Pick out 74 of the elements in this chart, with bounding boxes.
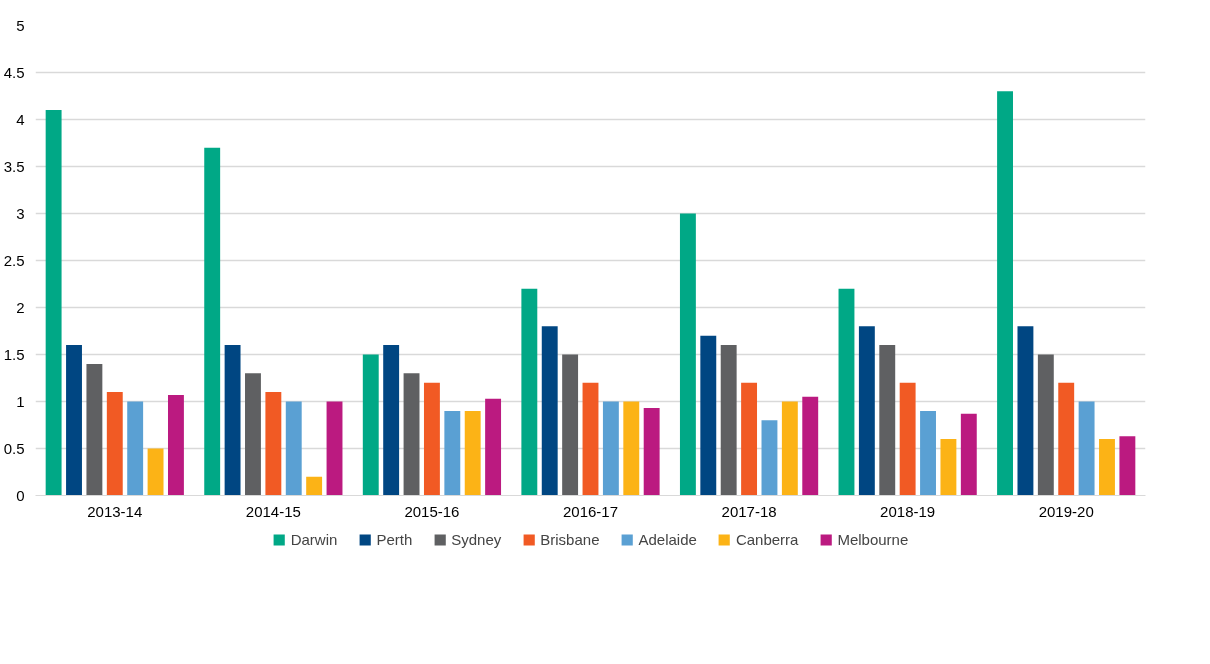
bar xyxy=(86,363,103,496)
x-tick-label: 2015-16 xyxy=(404,502,460,520)
bar xyxy=(858,326,875,496)
bar xyxy=(383,345,400,496)
bar xyxy=(204,147,221,496)
bar xyxy=(66,345,82,496)
bar xyxy=(562,354,579,496)
bar xyxy=(265,392,282,496)
bar xyxy=(920,410,936,496)
y-tick-label: 0 xyxy=(16,486,25,504)
bar xyxy=(802,396,819,496)
legend-label: Adelaide xyxy=(638,530,697,548)
bar xyxy=(403,373,420,496)
bar xyxy=(960,413,977,496)
bar xyxy=(245,373,261,496)
bar xyxy=(444,410,461,496)
bar xyxy=(1119,436,1136,496)
y-tick-label: 5 xyxy=(16,16,25,34)
bar xyxy=(423,382,440,496)
bar xyxy=(899,382,916,496)
bar xyxy=(700,335,717,496)
y-tick-label: 0.5 xyxy=(3,439,25,457)
bar xyxy=(741,382,758,496)
bar xyxy=(464,410,481,496)
bar xyxy=(127,401,144,496)
legend-label: Darwin xyxy=(290,530,338,548)
bar xyxy=(45,110,62,496)
bar xyxy=(485,398,502,496)
x-tick-label: 2014-15 xyxy=(245,502,301,520)
bar xyxy=(582,382,599,496)
y-tick-label: 3.5 xyxy=(3,157,25,175)
legend-label: Melbourne xyxy=(837,530,909,548)
bar xyxy=(541,326,558,496)
bar xyxy=(1037,354,1054,496)
bar xyxy=(720,345,737,496)
y-tick-label: 2.5 xyxy=(3,251,25,269)
legend-label: Perth xyxy=(376,530,413,548)
x-tick-label: 2017-18 xyxy=(721,502,777,520)
bar xyxy=(362,354,379,496)
y-tick-label: 4 xyxy=(16,110,25,128)
bar xyxy=(997,91,1013,496)
y-tick-label: 1.5 xyxy=(3,345,25,363)
y-tick-label: 3 xyxy=(16,204,25,222)
bar xyxy=(781,401,798,496)
x-tick-label: 2018-19 xyxy=(880,502,936,520)
bar xyxy=(1017,326,1034,496)
bar xyxy=(940,439,957,496)
bar xyxy=(761,420,778,496)
y-tick-label: 4.5 xyxy=(3,63,25,81)
bar xyxy=(168,394,184,496)
legend-label: Canberra xyxy=(735,530,799,548)
bar xyxy=(521,288,538,496)
bar xyxy=(679,213,696,496)
bar xyxy=(643,408,660,496)
y-tick-label: 2 xyxy=(16,298,25,316)
bar xyxy=(285,401,302,496)
bar xyxy=(1058,382,1075,496)
bar xyxy=(602,401,619,496)
legend-label: Sydney xyxy=(451,530,502,548)
bar xyxy=(838,288,855,496)
bar xyxy=(224,345,241,496)
bar xyxy=(106,392,123,496)
y-tick-label: 1 xyxy=(16,392,25,410)
bar xyxy=(326,401,343,496)
bar xyxy=(1078,401,1095,496)
bar xyxy=(879,345,896,496)
x-tick-label: 2019-20 xyxy=(1038,502,1094,520)
x-tick-label: 2016-17 xyxy=(562,502,619,520)
bar xyxy=(1099,439,1115,496)
legend-label: Brisbane xyxy=(540,530,600,548)
x-tick-label: 2013-14 xyxy=(87,502,143,520)
bar xyxy=(623,401,640,496)
bar xyxy=(306,476,323,496)
bar xyxy=(147,448,164,496)
